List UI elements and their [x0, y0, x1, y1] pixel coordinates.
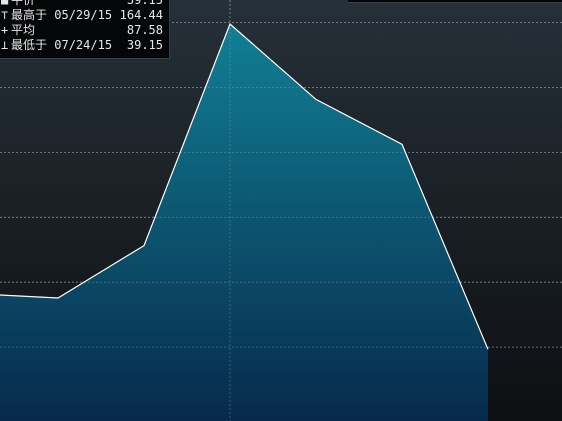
legend-value: 164.44: [119, 8, 163, 22]
legend-value: 39.15: [126, 38, 163, 52]
legend-value: 87.58: [126, 23, 163, 37]
top-right-panel: [348, 0, 562, 3]
legend-row-high: ⊤ 最高于 05/29/15 164.44: [0, 8, 169, 23]
legend-label: 平价: [11, 0, 36, 7]
legend-row-last-price: ■ 平价 39.15: [0, 0, 169, 8]
legend-label: 平均: [11, 23, 36, 37]
legend-label: 最高于: [11, 8, 48, 22]
legend-label: 最低于: [11, 38, 48, 52]
legend-row-average: + 平均 87.58: [0, 23, 169, 38]
legend: ■ 平价 39.15 ⊤ 最高于 05/29/15 164.44 + 平均 87…: [0, 0, 170, 59]
series-line: [0, 22, 489, 350]
legend-value: 39.15: [126, 0, 163, 7]
legend-row-low: ⊥ 最低于 07/24/15 39.15: [0, 38, 169, 53]
high-marker-icon: ⊤: [1, 8, 9, 22]
square-marker-icon: ■: [1, 0, 9, 7]
low-marker-icon: ⊥: [1, 38, 9, 52]
average-marker-icon: +: [1, 23, 9, 37]
area-fill: [0, 24, 488, 421]
legend-date: 07/24/15: [54, 38, 113, 52]
legend-date: 05/29/15: [54, 8, 113, 22]
